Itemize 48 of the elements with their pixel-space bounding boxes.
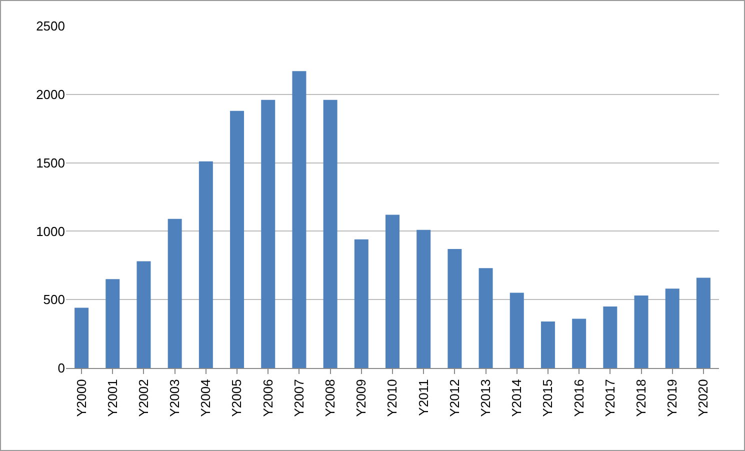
y-tick-label: 0	[58, 360, 65, 376]
bar	[540, 321, 555, 368]
bar	[416, 230, 431, 368]
bar	[572, 318, 586, 368]
x-tick-label: Y2019	[664, 379, 680, 417]
bar	[230, 110, 244, 368]
x-tick-label: Y2005	[229, 379, 244, 417]
bar	[634, 296, 648, 368]
bar	[136, 261, 151, 368]
bar	[323, 100, 338, 368]
x-tick-label: Y2010	[384, 379, 400, 417]
x-tick-label: Y2015	[540, 379, 556, 417]
bar	[696, 278, 710, 368]
y-tick-label: 2000	[36, 86, 65, 102]
y-tick-label: 1500	[36, 155, 65, 170]
bar	[603, 306, 618, 368]
bar	[386, 214, 400, 368]
bar	[106, 279, 120, 368]
x-tick-label: Y2002	[136, 379, 151, 417]
x-tick-label: Y2014	[509, 379, 524, 417]
x-tick-label: Y2003	[167, 379, 182, 417]
y-tick-label: 1000	[36, 224, 65, 239]
x-tick-label: Y2011	[416, 379, 431, 416]
x-tick-label: Y2017	[602, 379, 618, 417]
x-tick-label: Y2006	[260, 379, 276, 417]
y-tick-label: 500	[43, 292, 65, 308]
x-tick-label: Y2007	[291, 379, 306, 417]
x-tick-label: Y2012	[446, 379, 462, 417]
x-tick-label: Y2008	[322, 379, 338, 417]
x-tick-label: Y2009	[354, 379, 369, 417]
bar	[261, 100, 276, 368]
bar	[74, 308, 89, 368]
bar	[198, 161, 213, 368]
bar	[665, 288, 680, 368]
x-tick-label: Y2001	[104, 379, 120, 417]
x-tick-label: Y2016	[571, 379, 586, 417]
bar	[354, 239, 368, 368]
bar	[292, 71, 306, 368]
x-tick-label: Y2020	[696, 379, 711, 417]
bar	[448, 248, 462, 368]
bar	[510, 292, 524, 368]
bar	[478, 268, 493, 368]
bar	[168, 218, 182, 368]
x-tick-label: Y2000	[74, 379, 89, 417]
y-tick-label: 2500	[36, 18, 65, 34]
x-tick-label: Y2018	[633, 379, 648, 417]
x-tick-label: Y2004	[198, 379, 214, 417]
x-tick-label: Y2013	[478, 379, 494, 417]
